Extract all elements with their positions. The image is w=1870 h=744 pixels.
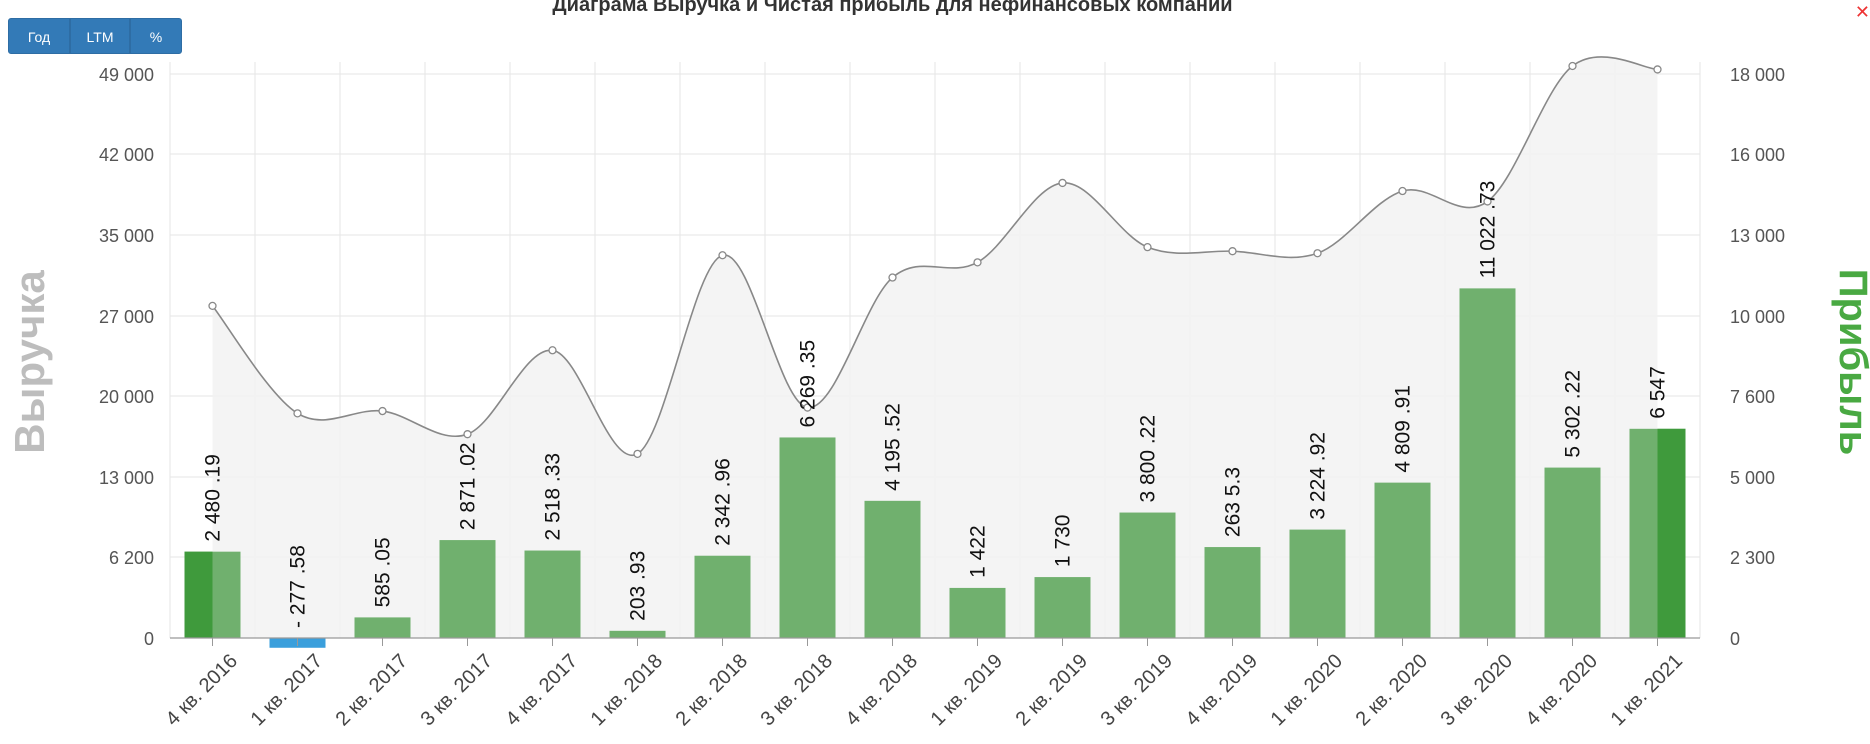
right-axis-tick-label: 18 000 (1730, 65, 1785, 85)
revenue-point[interactable] (633, 449, 642, 459)
left-axis-title: Выручка (6, 270, 53, 454)
x-axis-tick-label: 4 кв. 2020 (1522, 650, 1602, 730)
x-axis-tick-label: 2 кв. 2020 (1352, 650, 1432, 730)
x-axis-tick-label: 1 кв. 2018 (587, 650, 667, 730)
revenue-point[interactable] (1228, 247, 1237, 256)
x-axis-tick-label: 3 кв. 2018 (757, 650, 837, 730)
revenue-point[interactable] (1058, 178, 1067, 188)
revenue-point[interactable] (1653, 65, 1662, 74)
left-axis-tick-label: 0 (144, 629, 154, 649)
profit-data-label: 11 022 .73 (1477, 181, 1500, 279)
profit-data-label: 2 871 .02 (457, 442, 480, 530)
percent-button[interactable]: % (130, 18, 182, 54)
profit-data-label: 203 .93 (627, 551, 650, 621)
revenue-point[interactable] (1398, 186, 1407, 196)
revenue-point[interactable] (1483, 197, 1492, 206)
x-axis-tick-label: 4 кв. 2018 (842, 650, 922, 730)
revenue-point[interactable] (378, 406, 387, 416)
profit-bar[interactable] (1289, 529, 1346, 638)
profit-bar[interactable] (354, 617, 411, 638)
revenue-point[interactable] (803, 403, 812, 412)
profit-bar-highlight (184, 551, 213, 638)
x-axis-tick-label: 1 кв. 2017 (247, 650, 327, 730)
year-button[interactable]: Год (8, 18, 70, 54)
x-axis-tick-label: 2 кв. 2019 (1012, 650, 1092, 730)
profit-data-label: - 277 .58 (287, 545, 310, 628)
profit-bar[interactable] (1204, 547, 1261, 638)
profit-data-label: 1 422 (967, 525, 990, 578)
x-axis-tick-label: 4 кв. 2017 (502, 650, 582, 730)
profit-bar[interactable] (609, 630, 666, 638)
left-axis-tick-label: 13 000 (99, 468, 154, 488)
revenue-point[interactable] (1143, 242, 1152, 252)
right-axis-tick-label: 10 000 (1730, 307, 1785, 327)
right-axis-tick-label: 16 000 (1730, 145, 1785, 165)
profit-bar[interactable] (694, 555, 751, 638)
profit-bar[interactable] (864, 500, 921, 638)
left-axis-tick-label: 42 000 (99, 145, 154, 165)
profit-data-label: 4 809 .91 (1392, 385, 1415, 473)
profit-bar[interactable] (949, 587, 1006, 638)
ltm-button[interactable]: LTM (70, 18, 130, 54)
chart-title: Диаграма Выручка и Чистая прибыль для не… (552, 0, 1233, 16)
right-axis-tick-label: 0 (1730, 629, 1740, 649)
profit-bar[interactable] (1119, 512, 1176, 638)
x-axis-tick-label: 2 кв. 2018 (672, 650, 752, 730)
x-axis-tick-label: 3 кв. 2017 (417, 650, 497, 730)
profit-data-label: 3 800 .22 (1137, 415, 1160, 503)
profit-bar[interactable] (779, 437, 836, 638)
revenue-point[interactable] (1313, 249, 1322, 258)
profit-data-label: 4 195 .52 (882, 403, 905, 491)
x-axis-tick-label: 1 кв. 2020 (1267, 650, 1347, 730)
x-axis-tick-label: 3 кв. 2019 (1097, 650, 1177, 730)
left-axis-tick-label: 49 000 (99, 65, 154, 85)
left-axis-tick-label: 6 200 (109, 548, 154, 568)
revenue-point[interactable] (718, 251, 727, 260)
revenue-point[interactable] (888, 273, 897, 282)
revenue-point[interactable] (293, 409, 302, 418)
right-axis-title: Прибыль (1831, 269, 1870, 456)
x-axis-tick-label: 4 кв. 2016 (162, 650, 242, 730)
left-axis-tick-label: 35 000 (99, 226, 154, 246)
profit-data-label: 585 .05 (372, 537, 395, 607)
profit-data-label: 5 302 .22 (1562, 370, 1585, 458)
x-axis-tick-label: 3 кв. 2020 (1437, 650, 1517, 730)
profit-bar[interactable] (1034, 577, 1091, 638)
right-axis-tick-label: 5 000 (1730, 468, 1775, 488)
profit-bar[interactable] (1544, 467, 1601, 638)
profit-bar[interactable] (524, 550, 581, 638)
revenue-point[interactable] (208, 301, 217, 311)
profit-data-label: 6 547 (1647, 366, 1670, 419)
profit-bar[interactable] (439, 540, 496, 638)
revenue-point[interactable] (463, 430, 472, 439)
profit-data-label: 2 342 .96 (712, 458, 735, 546)
revenue-area (212, 56, 1658, 638)
x-axis-tick-label: 1 кв. 2021 (1607, 650, 1687, 730)
profit-bar[interactable] (1459, 288, 1516, 638)
left-axis-tick-label: 27 000 (99, 307, 154, 327)
revenue-point[interactable] (1568, 61, 1577, 71)
profit-data-label: 2 518 .33 (542, 453, 565, 541)
x-axis-tick-label: 4 кв. 2019 (1182, 650, 1262, 730)
profit-data-label: 1 730 (1052, 515, 1075, 568)
profit-data-label: 3 224 .92 (1307, 432, 1330, 520)
close-icon[interactable]: ✕ (1854, 2, 1870, 22)
profit-bar[interactable] (1374, 482, 1431, 638)
profit-data-label: 2 480 .19 (202, 454, 225, 542)
revenue-point[interactable] (548, 346, 557, 355)
right-axis-tick-label: 13 000 (1730, 226, 1785, 246)
x-axis-tick-label: 1 кв. 2019 (927, 650, 1007, 730)
left-axis-tick-label: 20 000 (99, 387, 154, 407)
right-axis-tick-label: 7 600 (1730, 387, 1775, 407)
period-toggle-group: Год LTM % (8, 18, 182, 54)
revenue-point[interactable] (973, 258, 982, 267)
profit-data-label: 6 269 .35 (797, 340, 820, 428)
profit-data-label: 263 5.3 (1222, 467, 1245, 537)
x-axis-tick-label: 2 кв. 2017 (332, 650, 412, 730)
right-axis-tick-label: 2 300 (1730, 548, 1775, 568)
profit-bar-highlight (1657, 428, 1686, 638)
